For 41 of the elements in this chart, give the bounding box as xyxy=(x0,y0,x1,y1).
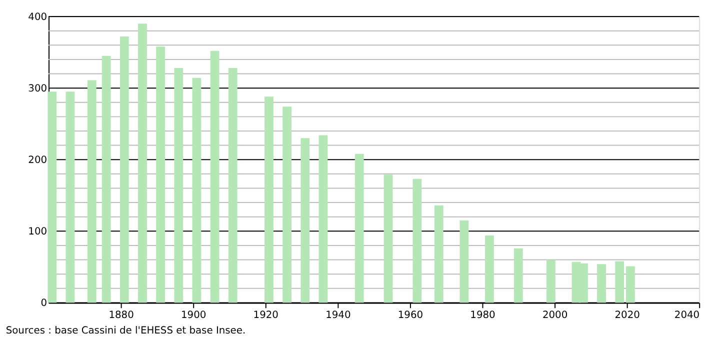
y-tick-label: 0 xyxy=(40,298,48,310)
bar xyxy=(192,78,202,303)
x-tick-label: 1940 xyxy=(326,310,351,322)
x-tick-label: 1980 xyxy=(470,310,496,322)
bar xyxy=(626,266,635,303)
bar xyxy=(300,138,310,303)
bar xyxy=(597,264,606,303)
y-tick-label: 300 xyxy=(28,84,48,95)
y-tick-label: 100 xyxy=(28,226,48,238)
y-tick-label: 200 xyxy=(28,155,48,166)
bar xyxy=(120,36,129,303)
bar xyxy=(318,135,328,303)
bar xyxy=(210,50,220,303)
bar xyxy=(485,235,494,303)
bar xyxy=(66,92,75,303)
bar xyxy=(174,68,184,303)
bar xyxy=(434,205,444,303)
x-tick-label: 2000 xyxy=(542,310,568,322)
bar xyxy=(460,220,469,303)
bar xyxy=(264,96,274,303)
bar xyxy=(48,92,57,303)
x-tick-label: 1920 xyxy=(253,310,278,322)
x-tick-label: 1880 xyxy=(108,310,134,322)
x-tick-label: 2020 xyxy=(614,310,640,322)
source-note: Sources : base Cassini de l'EHESS et base Insee. xyxy=(6,325,246,336)
bar xyxy=(228,68,238,303)
x-tick-label: 1900 xyxy=(181,310,206,322)
bar xyxy=(87,80,96,303)
bar xyxy=(354,154,364,303)
y-tick-label: 400 xyxy=(28,12,48,23)
bar xyxy=(615,261,624,303)
bar xyxy=(282,106,292,303)
bar xyxy=(514,248,523,303)
bar xyxy=(102,56,111,303)
bar xyxy=(138,24,147,303)
x-tick-label: 2040 xyxy=(674,310,700,322)
x-tick-label: 1960 xyxy=(398,310,424,322)
bar xyxy=(412,178,422,303)
bar xyxy=(156,46,166,303)
bar xyxy=(384,174,393,303)
bar xyxy=(546,260,556,303)
